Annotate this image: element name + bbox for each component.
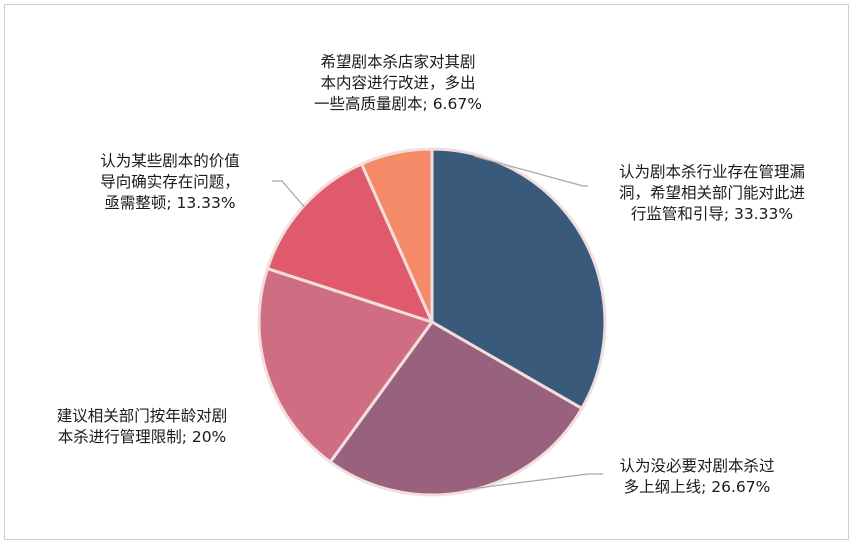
data-label-1: 认为剧本杀行业存在管理漏洞，希望相关部门能对此进行监管和引导; 33.33% [619, 163, 805, 223]
leader-line-4 [272, 181, 305, 208]
data-label-3: 建议相关部门按年龄对剧本杀进行管理限制; 20% [57, 407, 228, 446]
data-label-2-line-2: 多上纲上线; 26.67% [624, 478, 771, 496]
data-label-5: 希望剧本杀店家对其剧本内容进行改进，多出一些高质量剧本; 6.67% [314, 53, 482, 113]
data-label-5-line-3: 一些高质量剧本; 6.67% [314, 95, 482, 113]
data-label-2: 认为没必要对剧本杀过多上纲上线; 26.67% [619, 457, 774, 496]
data-label-3-line-1: 建议相关部门按年龄对剧 [57, 407, 228, 425]
data-label-1-line-1: 认为剧本杀行业存在管理漏 [619, 163, 805, 181]
data-label-2-line-1: 认为没必要对剧本杀过 [619, 457, 774, 475]
data-label-3-line-2: 本杀进行管理限制; 20% [58, 428, 227, 446]
data-label-5-line-1: 希望剧本杀店家对其剧 [320, 53, 475, 71]
data-label-4-line-3: 亟需整顿; 13.33% [104, 194, 235, 212]
data-label-4: 认为某些剧本的价值导向确实存在问题， 亟需整顿; 13.33% [100, 152, 240, 212]
data-label-4-line-1: 认为某些剧本的价值 [100, 152, 240, 170]
data-label-5-line-2: 本内容进行改进，多出 [320, 74, 475, 92]
data-label-1-line-2: 洞，希望相关部门能对此进 [619, 184, 805, 202]
pie-slices [259, 149, 605, 495]
data-label-4-line-2: 导向确实存在问题， [100, 173, 240, 191]
data-label-1-line-3: 行监管和引导; 33.33% [631, 205, 793, 223]
